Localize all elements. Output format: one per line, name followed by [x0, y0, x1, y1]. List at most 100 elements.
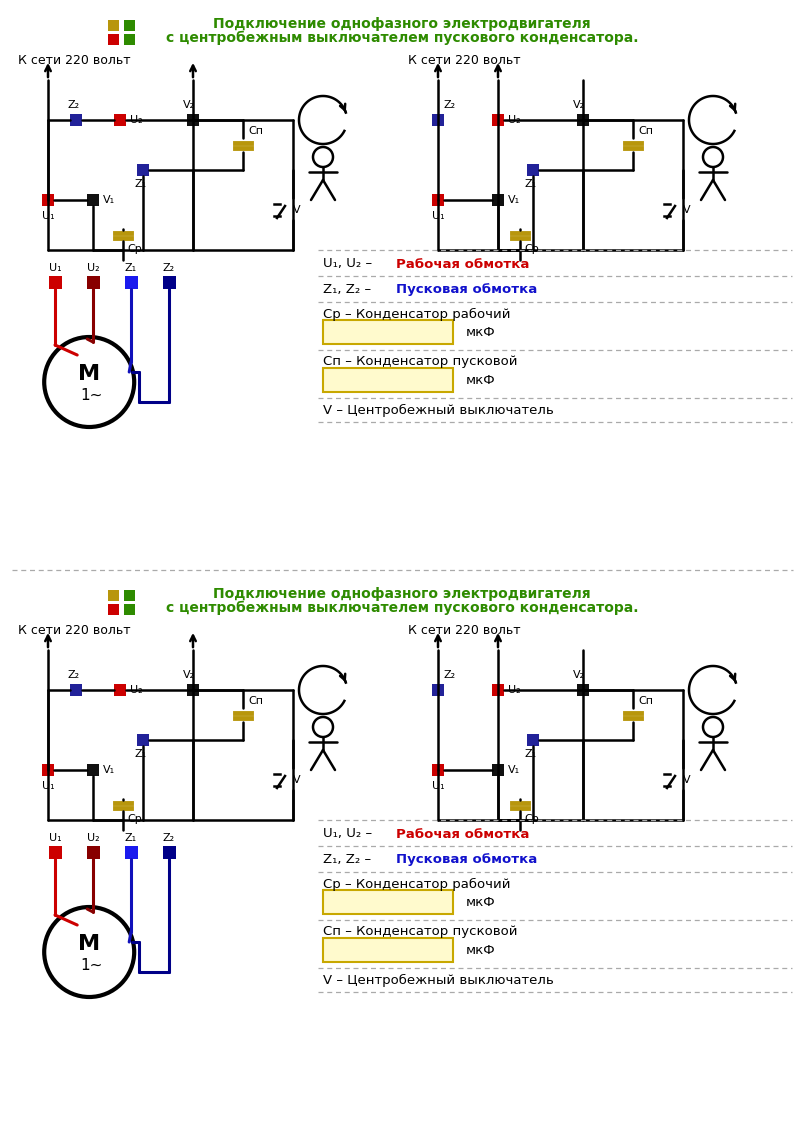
- Bar: [125, 276, 138, 288]
- Bar: [86, 845, 100, 859]
- Text: Z₁, Z₂ –: Z₁, Z₂ –: [323, 284, 375, 296]
- Text: с центробежным выключателем пускового конденсатора.: с центробежным выключателем пускового ко…: [166, 601, 638, 615]
- Text: V₁: V₁: [103, 195, 115, 205]
- Bar: [86, 276, 100, 288]
- Text: U₁: U₁: [431, 781, 444, 790]
- Text: мкФ: мкФ: [466, 943, 496, 957]
- Text: U₂: U₂: [87, 263, 99, 273]
- Bar: [70, 685, 82, 696]
- Text: Z₁: Z₁: [125, 833, 137, 843]
- Bar: [492, 194, 504, 206]
- Text: Подключение однофазного электродвигателя: Подключение однофазного электродвигателя: [213, 17, 591, 31]
- Bar: [114, 114, 126, 126]
- Bar: [123, 33, 134, 44]
- Text: U₁, U₂ –: U₁, U₂ –: [323, 828, 377, 841]
- Text: Z₁: Z₁: [135, 749, 147, 759]
- Text: Рабочая обмотка: Рабочая обмотка: [396, 828, 530, 841]
- Text: U₁: U₁: [431, 211, 444, 221]
- Text: Cп: Cп: [248, 126, 263, 136]
- Text: мкФ: мкФ: [466, 326, 496, 338]
- Bar: [123, 19, 134, 31]
- Text: U₂: U₂: [130, 115, 142, 125]
- Text: мкФ: мкФ: [466, 374, 496, 386]
- Text: Z₂: Z₂: [443, 100, 455, 110]
- Bar: [323, 368, 453, 392]
- Text: Cп – Конденсатор пусковой: Cп – Конденсатор пусковой: [323, 355, 518, 369]
- Text: V₁: V₁: [508, 765, 520, 775]
- Text: Z₂: Z₂: [68, 670, 80, 680]
- Bar: [123, 590, 134, 600]
- Bar: [323, 320, 453, 344]
- Text: V – Центробежный выключатель: V – Центробежный выключатель: [323, 403, 554, 417]
- Circle shape: [703, 147, 723, 167]
- Text: U₁: U₁: [48, 263, 61, 273]
- Text: мкФ: мкФ: [466, 895, 496, 909]
- Text: U₂: U₂: [508, 685, 521, 695]
- Text: Z₁: Z₁: [525, 749, 537, 759]
- Bar: [527, 164, 539, 177]
- Text: 1∼: 1∼: [80, 959, 102, 974]
- Text: V₁: V₁: [508, 195, 520, 205]
- Bar: [492, 685, 504, 696]
- Bar: [123, 604, 134, 615]
- Bar: [323, 890, 453, 913]
- Text: Z₂: Z₂: [68, 100, 80, 110]
- Bar: [323, 939, 453, 962]
- Bar: [577, 685, 589, 696]
- Text: V₂: V₂: [573, 100, 585, 110]
- Circle shape: [44, 337, 134, 427]
- Bar: [48, 276, 61, 288]
- Text: V₂: V₂: [183, 100, 195, 110]
- Text: U₂: U₂: [508, 115, 521, 125]
- Text: Cр – Конденсатор рабочий: Cр – Конденсатор рабочий: [323, 877, 510, 891]
- Bar: [432, 685, 444, 696]
- Text: U₁: U₁: [42, 781, 54, 790]
- Text: 1∼: 1∼: [80, 388, 102, 403]
- Text: Пусковая обмотка: Пусковая обмотка: [396, 284, 537, 296]
- Text: с центробежным выключателем пускового конденсатора.: с центробежным выключателем пускового ко…: [166, 31, 638, 46]
- Text: U₁: U₁: [48, 833, 61, 843]
- Text: Пусковая обмотка: Пусковая обмотка: [396, 853, 537, 867]
- Text: Cр – Конденсатор рабочий: Cр – Конденсатор рабочий: [323, 308, 510, 320]
- Bar: [492, 114, 504, 126]
- Bar: [87, 194, 99, 206]
- Text: Подключение однофазного электродвигателя: Подключение однофазного электродвигателя: [213, 587, 591, 601]
- Text: К сети 220 вольт: К сети 220 вольт: [18, 623, 130, 637]
- Bar: [577, 114, 589, 126]
- Text: Cр: Cр: [127, 814, 142, 823]
- Text: V: V: [683, 205, 691, 215]
- Text: Z₁: Z₁: [125, 263, 137, 273]
- Bar: [42, 194, 54, 206]
- Bar: [163, 276, 175, 288]
- Text: V – Центробежный выключатель: V – Центробежный выключатель: [323, 974, 554, 986]
- Text: M: M: [78, 364, 101, 384]
- Bar: [137, 164, 149, 177]
- Text: M: M: [78, 934, 101, 954]
- Text: К сети 220 вольт: К сети 220 вольт: [408, 54, 521, 66]
- Text: Cр: Cр: [127, 244, 142, 254]
- Text: U₂: U₂: [130, 685, 142, 695]
- Text: Cр: Cр: [524, 814, 539, 823]
- Bar: [187, 685, 199, 696]
- Text: Z₂: Z₂: [163, 263, 175, 273]
- Bar: [492, 764, 504, 776]
- Text: V: V: [293, 205, 300, 215]
- Text: Cр: Cр: [524, 244, 539, 254]
- Bar: [432, 764, 444, 776]
- Circle shape: [44, 907, 134, 997]
- Bar: [114, 685, 126, 696]
- Text: V₂: V₂: [183, 670, 195, 680]
- Bar: [48, 845, 61, 859]
- Text: Z₁: Z₁: [525, 179, 537, 189]
- Text: Cп: Cп: [248, 696, 263, 706]
- Bar: [137, 734, 149, 746]
- Text: U₁: U₁: [42, 211, 54, 221]
- Text: Z₂: Z₂: [163, 833, 175, 843]
- Text: Z₂: Z₂: [443, 670, 455, 680]
- Text: Cп – Конденсатор пусковой: Cп – Конденсатор пусковой: [323, 926, 518, 939]
- Bar: [432, 194, 444, 206]
- Bar: [108, 604, 118, 615]
- Text: К сети 220 вольт: К сети 220 вольт: [408, 623, 521, 637]
- Circle shape: [313, 147, 333, 167]
- Circle shape: [313, 716, 333, 737]
